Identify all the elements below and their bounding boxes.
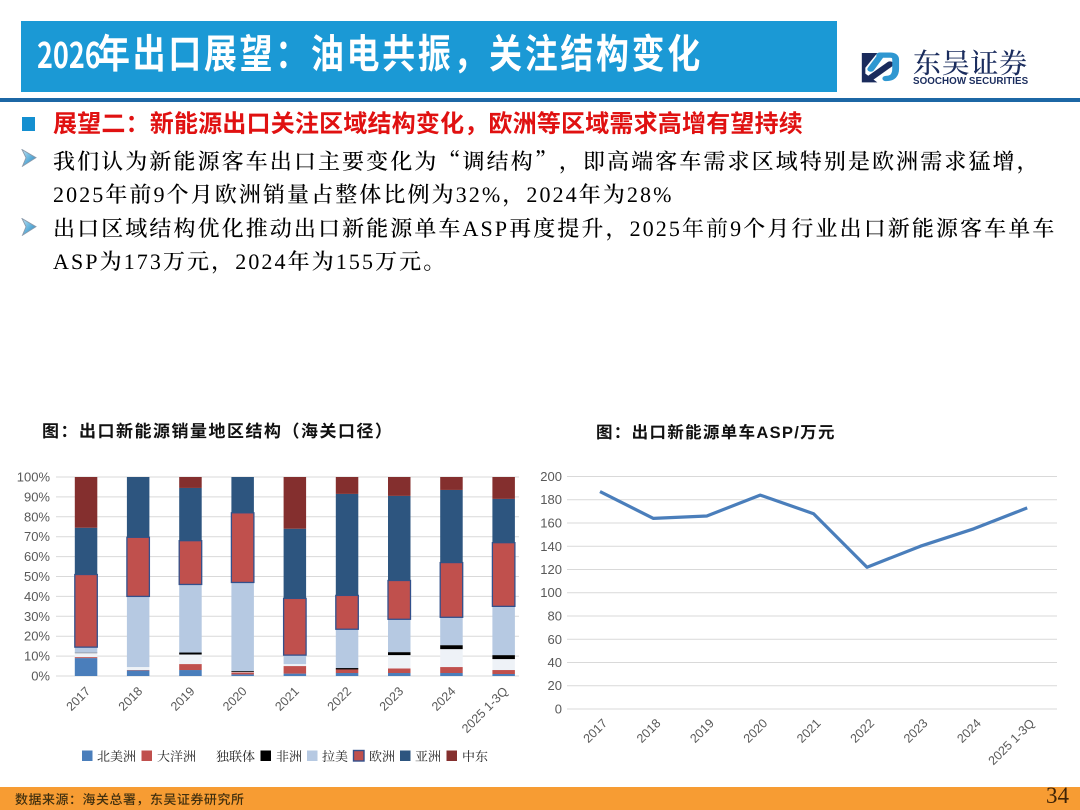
svg-text:20: 20 xyxy=(548,678,562,693)
svg-text:60%: 60% xyxy=(24,549,50,564)
svg-text:2021: 2021 xyxy=(794,716,824,746)
svg-text:10%: 10% xyxy=(24,649,50,664)
svg-text:90%: 90% xyxy=(24,489,50,504)
svg-text:0: 0 xyxy=(555,702,562,717)
svg-text:2017: 2017 xyxy=(581,716,611,746)
svg-text:200: 200 xyxy=(540,469,562,484)
svg-text:20%: 20% xyxy=(24,629,50,644)
svg-text:140: 140 xyxy=(540,539,562,554)
svg-text:70%: 70% xyxy=(24,529,50,544)
svg-text:40: 40 xyxy=(548,655,562,670)
svg-text:120: 120 xyxy=(540,562,562,577)
svg-text:80%: 80% xyxy=(24,509,50,524)
svg-text:80: 80 xyxy=(548,609,562,624)
svg-text:50%: 50% xyxy=(24,569,50,584)
svg-text:40%: 40% xyxy=(24,589,50,604)
svg-text:100: 100 xyxy=(540,585,562,600)
svg-text:60: 60 xyxy=(548,632,562,647)
svg-text:2019: 2019 xyxy=(687,716,717,746)
svg-text:0%: 0% xyxy=(31,669,50,684)
svg-text:180: 180 xyxy=(540,492,562,507)
svg-text:2025 1-3Q: 2025 1-3Q xyxy=(986,716,1038,768)
svg-text:100%: 100% xyxy=(17,470,51,485)
svg-text:2022: 2022 xyxy=(848,716,878,746)
svg-text:2023: 2023 xyxy=(901,716,931,746)
svg-text:30%: 30% xyxy=(24,609,50,624)
svg-text:2024: 2024 xyxy=(954,716,984,746)
svg-text:2020: 2020 xyxy=(741,716,771,746)
svg-text:160: 160 xyxy=(540,516,562,531)
svg-text:2018: 2018 xyxy=(634,716,664,746)
